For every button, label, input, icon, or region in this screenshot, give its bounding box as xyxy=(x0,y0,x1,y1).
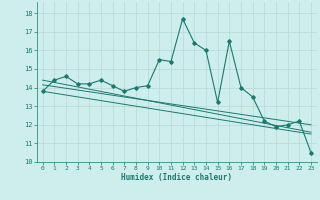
X-axis label: Humidex (Indice chaleur): Humidex (Indice chaleur) xyxy=(121,173,232,182)
